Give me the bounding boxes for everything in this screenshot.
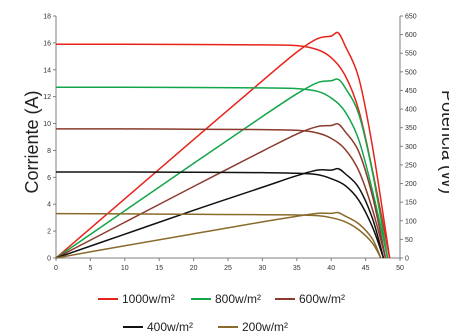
legend-label: 800w/m² — [215, 292, 261, 306]
y-left-tick-label: 14 — [43, 67, 51, 74]
x-tick-label: 25 — [224, 265, 232, 272]
y-right-tick-label: 150 — [405, 200, 417, 207]
x-tick-label: 0 — [54, 265, 58, 272]
y-right-tick-label: 400 — [405, 107, 417, 114]
y-left-tick-label: 18 — [43, 14, 51, 21]
y-right-tick-label: 500 — [405, 69, 417, 76]
y-left-tick-label: 4 — [47, 202, 51, 209]
y-right-tick-label: 0 — [405, 256, 409, 263]
legend: 1000w/m² 800w/m² 600w/m² 400w/m² 200w/m² — [98, 292, 345, 334]
series-4-current-line — [55, 212, 382, 259]
series-4-power-line — [55, 211, 382, 259]
y-right-tick-label: 650 — [405, 14, 417, 21]
x-tick-label: 30 — [259, 265, 267, 272]
y-right-tick-label: 600 — [405, 32, 417, 39]
x-tick-label: 15 — [155, 265, 163, 272]
left-y-axis-ticks: 0 2 4 6 8 10 12 14 16 18 — [43, 14, 56, 263]
y-right-tick-label: 200 — [405, 181, 417, 188]
y-right-tick-label: 550 — [405, 51, 417, 58]
x-tick-label: 35 — [293, 265, 301, 272]
y-left-tick-label: 8 — [47, 148, 51, 155]
y-left-tick-label: 12 — [43, 94, 51, 101]
x-tick-label: 45 — [362, 265, 370, 272]
x-tick-label: 20 — [190, 265, 198, 272]
y-right-tick-label: 250 — [405, 162, 417, 169]
x-axis-ticks: 0 5 10 15 20 25 30 35 40 45 50 — [54, 258, 404, 272]
series-3-current-line — [55, 171, 385, 259]
legend-label: 600w/m² — [299, 292, 345, 306]
series-1-power-line — [55, 78, 389, 259]
y-right-tick-label: 50 — [405, 237, 413, 244]
y-right-tick-label: 450 — [405, 88, 417, 95]
y-right-tick-label: 300 — [405, 144, 417, 151]
right-y-axis-title: Potencia (W) — [438, 90, 449, 194]
y-left-tick-label: 16 — [43, 40, 51, 47]
x-tick-label: 5 — [88, 265, 92, 272]
y-left-tick-label: 2 — [47, 229, 51, 236]
series-2-power-line — [55, 122, 387, 259]
plot-area — [55, 31, 391, 259]
series-0-power-line — [55, 31, 391, 259]
y-left-tick-label: 6 — [47, 175, 51, 182]
legend-label: 200w/m² — [242, 320, 288, 334]
series-3-power-line — [55, 167, 385, 259]
x-tick-label: 50 — [396, 265, 404, 272]
legend-label: 1000w/m² — [122, 292, 175, 306]
left-y-axis-title: Corriente (A) — [22, 90, 42, 193]
y-left-tick-label: 10 — [43, 121, 51, 128]
y-left-tick-label: 0 — [47, 256, 51, 263]
right-y-axis-ticks: 0 50 100 150 200 250 300 350 400 450 500 550 600 650 — [400, 14, 417, 263]
x-tick-label: 40 — [327, 265, 335, 272]
y-right-tick-label: 350 — [405, 125, 417, 132]
x-tick-label: 10 — [121, 265, 129, 272]
y-right-tick-label: 100 — [405, 218, 417, 225]
series-1-current-line — [55, 86, 389, 259]
series-2-current-line — [55, 128, 387, 259]
series-0-current-line — [55, 43, 391, 259]
legend-label: 400w/m² — [147, 320, 193, 334]
